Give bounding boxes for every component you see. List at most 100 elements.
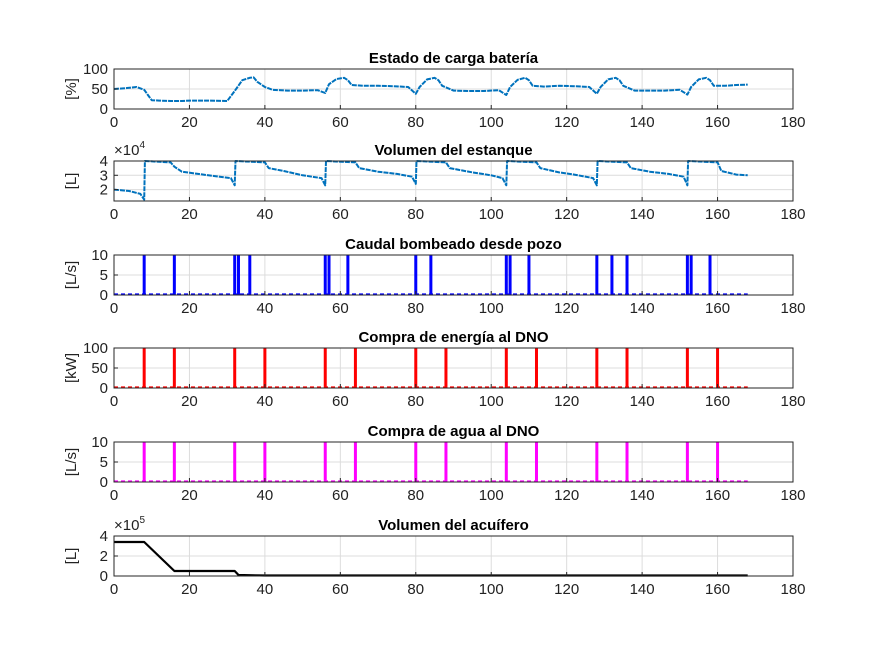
bar [172,255,176,295]
bar [353,442,357,482]
bar [353,348,357,388]
bar [323,255,327,295]
x-tick-label: 140 [630,206,655,223]
y-tick-label: 0 [100,287,108,304]
bar [142,442,146,482]
x-tick-label: 180 [780,393,805,410]
axis-exponent: ×105 [114,515,145,534]
bar [263,348,267,388]
y-tick-label: 100 [83,340,108,357]
bar [414,255,418,295]
y-tick-label: 10 [91,247,108,264]
x-tick-label: 40 [257,206,274,223]
x-tick-label: 0 [110,114,118,131]
y-tick-label: 5 [100,267,108,284]
bar [534,348,538,388]
y-axis-label: [L] [63,548,80,565]
y-axis-label: [L] [63,173,80,190]
x-tick-label: 140 [630,114,655,131]
x-tick-label: 120 [554,300,579,317]
bar [327,255,331,295]
bar [233,442,237,482]
x-tick-label: 0 [110,206,118,223]
bar [263,442,267,482]
x-tick-label: 40 [257,487,274,504]
bar [323,348,327,388]
x-tick-label: 140 [630,300,655,317]
x-tick-label: 80 [407,114,424,131]
x-tick-label: 0 [110,487,118,504]
x-tick-label: 180 [780,206,805,223]
y-tick-label: 5 [100,454,108,471]
x-tick-label: 100 [479,487,504,504]
chart-title: Caudal bombeado desde pozo [345,236,562,253]
x-tick-label: 100 [479,206,504,223]
x-tick-label: 120 [554,114,579,131]
x-tick-label: 80 [407,300,424,317]
bar [504,255,508,295]
bar [685,348,689,388]
x-tick-label: 180 [780,114,805,131]
x-tick-label: 100 [479,114,504,131]
y-axis-label: [%] [63,78,80,100]
axis-exponent-value: 5 [139,515,145,526]
x-tick-label: 160 [705,393,730,410]
x-tick-label: 20 [181,581,198,598]
bar [414,442,418,482]
x-tick-label: 140 [630,393,655,410]
bar [323,442,327,482]
bar [233,255,237,295]
y-tick-label: 50 [91,360,108,377]
chart-title: Volumen del estanque [374,142,532,159]
x-tick-label: 40 [257,114,274,131]
x-tick-label: 140 [630,581,655,598]
y-tick-label: 0 [100,474,108,491]
y-tick-label: 100 [83,61,108,78]
x-tick-label: 40 [257,581,274,598]
x-tick-label: 100 [479,300,504,317]
bar [233,348,237,388]
x-tick-label: 100 [479,393,504,410]
chart-title: Estado de carga batería [369,50,539,67]
x-tick-label: 180 [780,581,805,598]
bar [444,442,448,482]
bar [595,442,599,482]
chart-title: Compra de agua al DNO [368,423,540,440]
bar [504,442,508,482]
x-tick-label: 120 [554,393,579,410]
x-tick-label: 180 [780,300,805,317]
plot-frame [113,160,794,202]
bar [716,348,720,388]
y-tick-label: 2 [100,548,108,565]
x-tick-label: 60 [332,581,349,598]
y-axis-label: [L/s] [63,448,80,476]
x-tick-label: 80 [407,487,424,504]
bar [610,255,614,295]
y-tick-label: 4 [100,528,108,545]
x-tick-label: 60 [332,206,349,223]
bar [685,255,689,295]
x-tick-label: 160 [705,487,730,504]
bar [172,442,176,482]
x-tick-label: 40 [257,393,274,410]
x-tick-label: 140 [630,487,655,504]
y-axis-label: [L/s] [63,261,80,289]
bar [508,255,512,295]
x-tick-label: 160 [705,114,730,131]
y-tick-label: 0 [100,101,108,118]
x-tick-label: 120 [554,487,579,504]
bar [625,442,629,482]
x-tick-label: 80 [407,393,424,410]
chart-title: Compra de energía al DNO [358,329,548,346]
x-tick-label: 0 [110,393,118,410]
bar [625,255,629,295]
bar [716,442,720,482]
y-tick-label: 3 [100,167,108,184]
bar [414,348,418,388]
x-tick-label: 40 [257,300,274,317]
